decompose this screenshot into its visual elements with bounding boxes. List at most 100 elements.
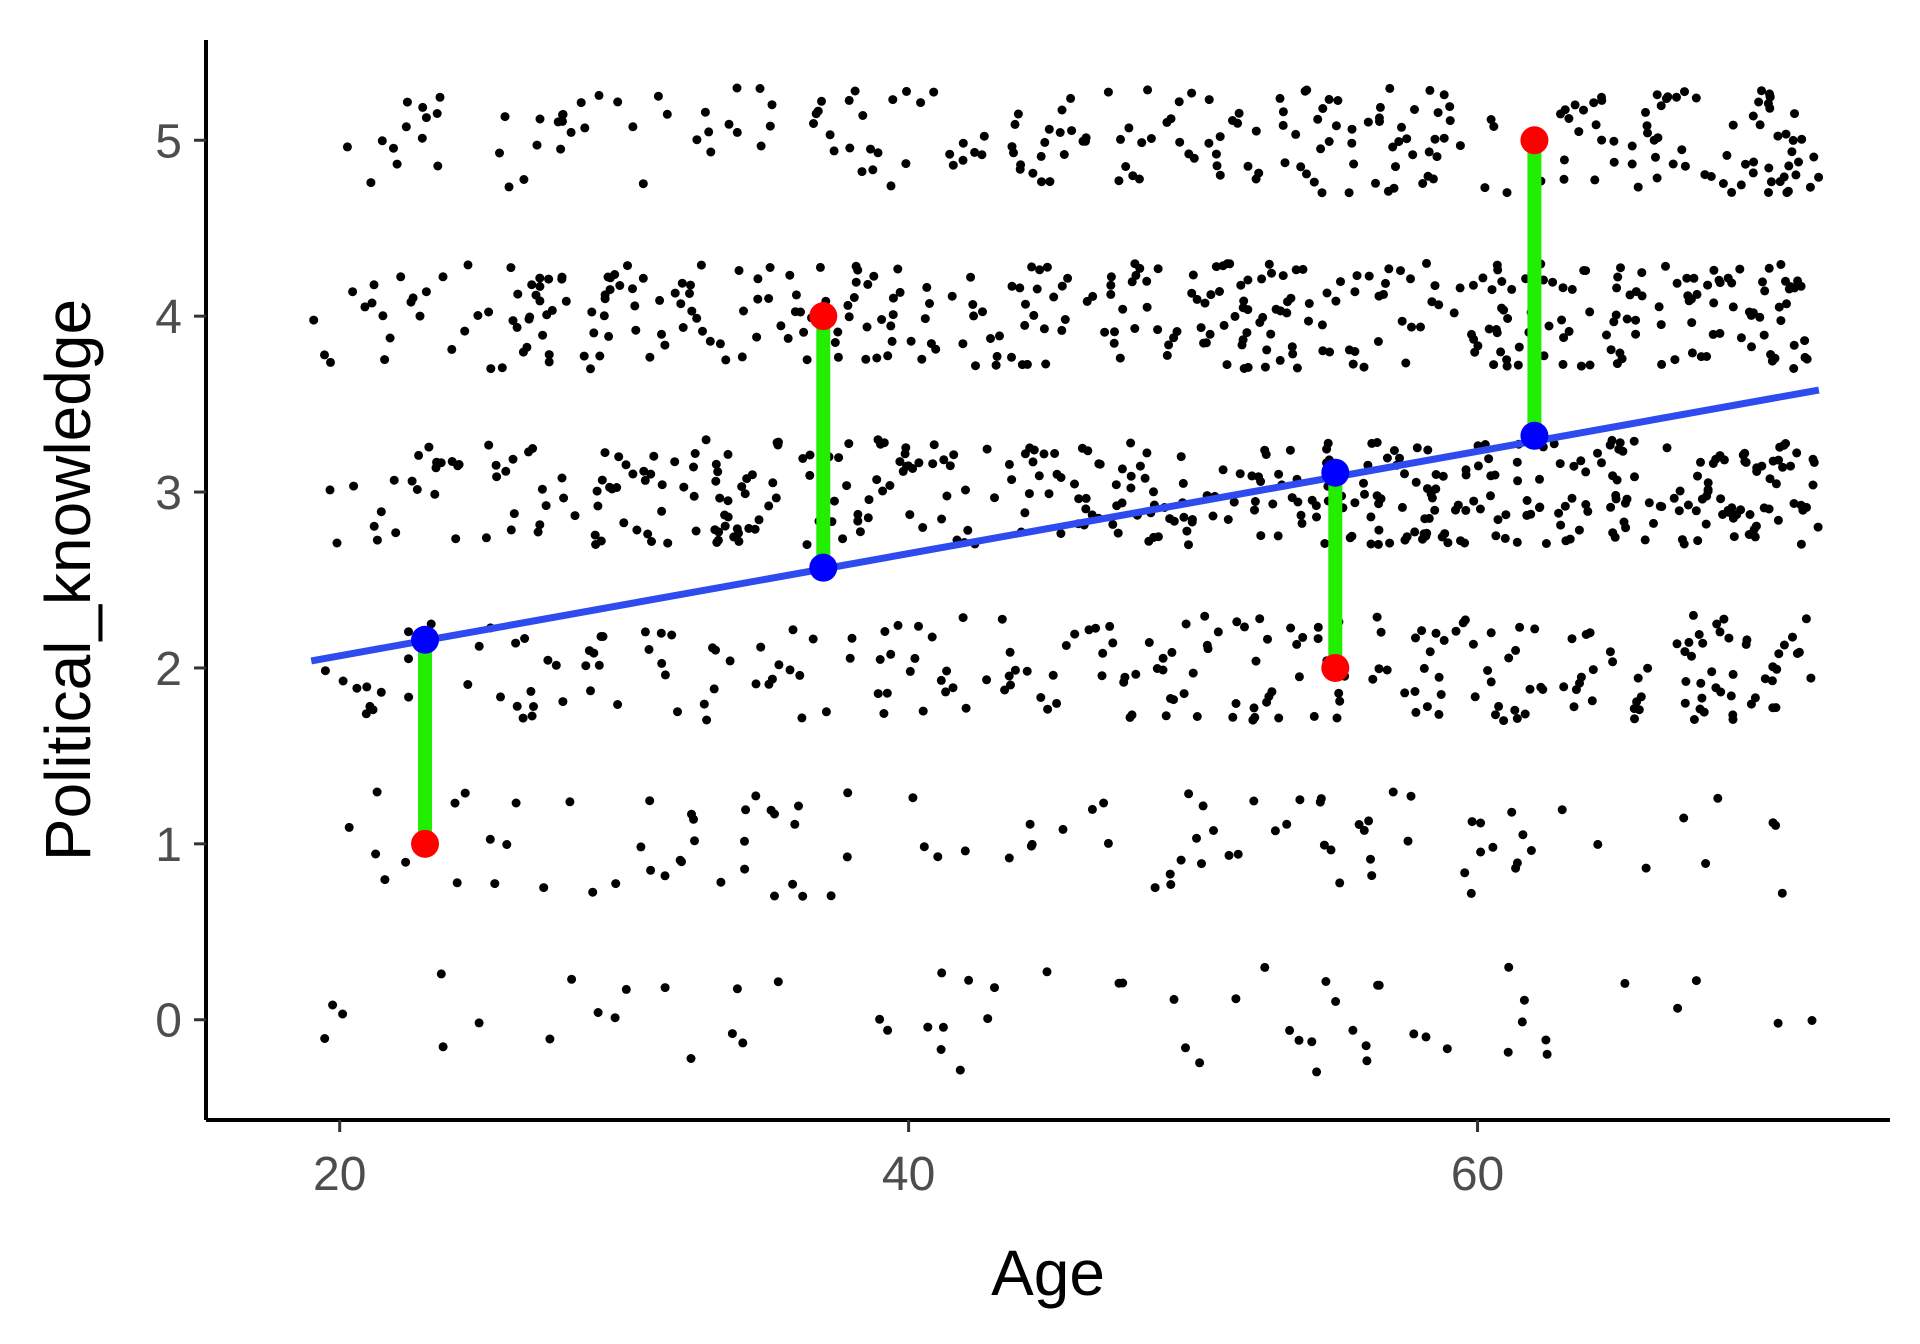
data-point [1250,497,1260,506]
data-point [764,501,774,511]
data-point [599,311,609,321]
observed-point [1520,126,1549,155]
data-point [734,528,743,538]
data-point [933,852,943,862]
data-point [1442,1044,1452,1054]
data-point [1409,1029,1419,1039]
data-point [990,493,999,503]
data-point [473,311,483,320]
data-point [1419,663,1429,673]
data-point [927,632,937,642]
data-point [1771,820,1781,830]
data-point [685,289,694,298]
data-point [1776,316,1786,326]
data-point [1755,120,1765,130]
data-point [790,307,800,317]
data-point [1480,183,1490,193]
data-point [1106,289,1116,299]
data-point [1691,93,1701,103]
data-point [1135,263,1145,273]
data-point [1209,826,1218,835]
data-point [844,312,854,322]
data-point [1181,619,1191,629]
observed-point [1321,653,1350,682]
data-point [1726,691,1736,701]
data-point [520,634,530,643]
data-point [701,435,711,445]
data-point [1680,647,1690,657]
data-point [706,147,716,157]
data-point [1385,538,1395,548]
data-point [737,482,747,492]
data-point [704,127,714,137]
data-point [1411,477,1421,487]
y-tick-label: 0 [155,995,182,1048]
data-point [415,311,425,321]
data-point [368,705,378,715]
data-point [1808,480,1818,490]
data-point [1149,487,1158,497]
data-point [1716,494,1726,504]
data-point [895,287,905,297]
data-point [739,306,748,316]
data-point [1500,533,1510,543]
data-point [1424,513,1434,523]
data-point [1056,529,1066,538]
y-ticks: 0 1 2 3 4 5 [155,115,206,1048]
data-point [843,788,853,798]
data-point [1167,647,1177,657]
data-point [869,271,879,281]
data-point [1087,804,1097,814]
data-point [1651,152,1660,162]
data-point [1368,674,1378,684]
data-point [1057,105,1067,115]
data-point [1693,471,1702,481]
data-point [1169,994,1179,1004]
data-point [1332,713,1342,723]
data-point [1683,500,1693,510]
data-point [1597,95,1607,105]
data-point [1520,709,1530,719]
data-point [1428,174,1438,184]
data-point [1400,535,1410,545]
data-point [1184,540,1193,550]
data-point [1808,454,1818,464]
data-point [1206,290,1216,300]
data-point [1103,838,1113,848]
data-point [1771,479,1781,489]
data-point [888,310,898,320]
data-point [610,1013,620,1023]
data-point [1489,360,1499,370]
data-point [692,135,702,145]
data-point [594,660,604,670]
data-point [392,159,402,169]
data-point [338,1009,348,1019]
regression-line [310,386,1820,665]
data-point [699,699,709,709]
data-point [1484,454,1494,464]
data-point [829,496,839,506]
data-point [1672,639,1682,649]
data-point [845,143,855,153]
data-point [1040,137,1050,147]
data-point [1275,355,1285,365]
data-point [771,493,781,503]
data-point [1478,273,1488,283]
data-point [1668,159,1678,169]
data-point [591,540,601,549]
data-point [1036,693,1046,702]
data-point [1150,883,1160,893]
data-point [847,633,857,643]
data-point [1814,172,1824,182]
data-point [883,351,893,361]
data-point [1010,119,1020,129]
data-point [326,357,335,367]
data-point [558,697,568,707]
data-point [1727,278,1737,288]
data-point [1106,272,1116,282]
data-point [389,475,399,485]
data-point [506,263,516,273]
data-point [352,683,362,693]
data-point [1679,539,1689,549]
data-point [1430,134,1440,144]
